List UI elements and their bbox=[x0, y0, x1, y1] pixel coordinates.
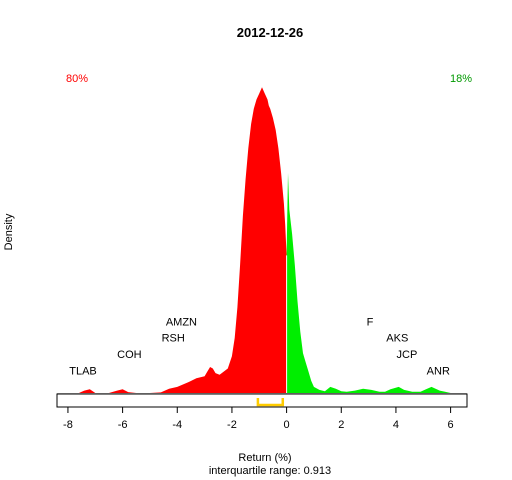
positive-share-label: 18% bbox=[450, 73, 472, 85]
annotation-jcp: JCP bbox=[397, 349, 418, 361]
chart-title: 2012-12-26 bbox=[237, 25, 304, 40]
x-tick-label: -2 bbox=[227, 419, 237, 431]
iqr-bracket bbox=[256, 398, 285, 407]
x-tick-label: 0 bbox=[284, 419, 290, 431]
plot-frame bbox=[56, 393, 468, 408]
annotation-tlab: TLAB bbox=[69, 366, 97, 378]
negative-share-label: 80% bbox=[66, 73, 88, 85]
annotation-aks: AKS bbox=[386, 333, 408, 345]
x-axis-label: Return (%) bbox=[238, 452, 291, 464]
x-axis: -8 -6 -4 -2 0 2 4 6 bbox=[63, 407, 454, 431]
density-area-negative bbox=[78, 87, 287, 394]
ticker-annotations: TLAB COH RSH AMZN F AKS JCP ANR bbox=[69, 317, 450, 378]
iqr-subtitle: interquartile range: 0.913 bbox=[209, 465, 331, 477]
x-tick-label: 4 bbox=[393, 419, 399, 431]
x-tick-label: 2 bbox=[338, 419, 344, 431]
annotation-rsh: RSH bbox=[162, 333, 185, 345]
annotation-amzn: AMZN bbox=[166, 317, 197, 329]
x-tick-label: -8 bbox=[63, 419, 73, 431]
density-area-positive bbox=[286, 172, 451, 393]
annotation-anr: ANR bbox=[427, 366, 450, 378]
y-axis-label: Density bbox=[3, 213, 15, 250]
x-tick-label: 6 bbox=[448, 419, 454, 431]
annotation-f: F bbox=[367, 317, 374, 329]
x-tick-label: -6 bbox=[118, 419, 128, 431]
annotation-coh: COH bbox=[117, 349, 142, 361]
x-tick-label: -4 bbox=[172, 419, 182, 431]
